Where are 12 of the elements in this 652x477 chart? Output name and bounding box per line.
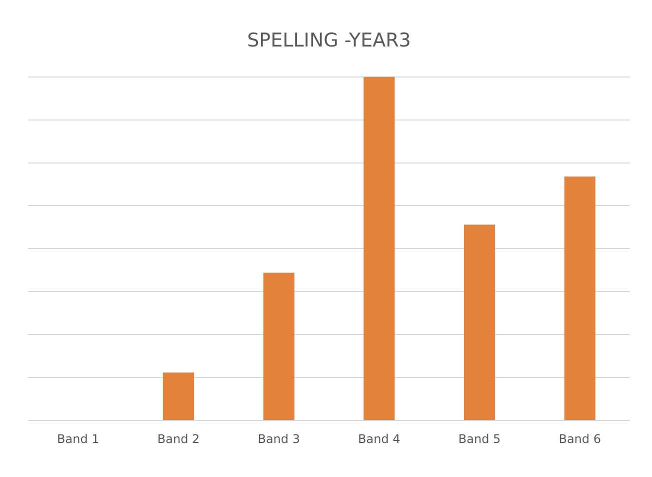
x-tick-label: Band 6 bbox=[558, 432, 601, 446]
bar bbox=[162, 372, 194, 420]
bar bbox=[464, 224, 496, 420]
x-tick-label: Band 5 bbox=[458, 432, 501, 446]
x-tick-label: Band 3 bbox=[258, 432, 300, 446]
x-tick-label: Band 1 bbox=[57, 432, 100, 446]
x-tick-label: Band 4 bbox=[358, 432, 400, 446]
x-tick-label: Band 2 bbox=[157, 432, 200, 446]
bar bbox=[364, 76, 395, 420]
bar bbox=[263, 272, 294, 420]
bar bbox=[564, 176, 596, 420]
chart-title: SPELLING -YEAR3 bbox=[247, 29, 411, 52]
